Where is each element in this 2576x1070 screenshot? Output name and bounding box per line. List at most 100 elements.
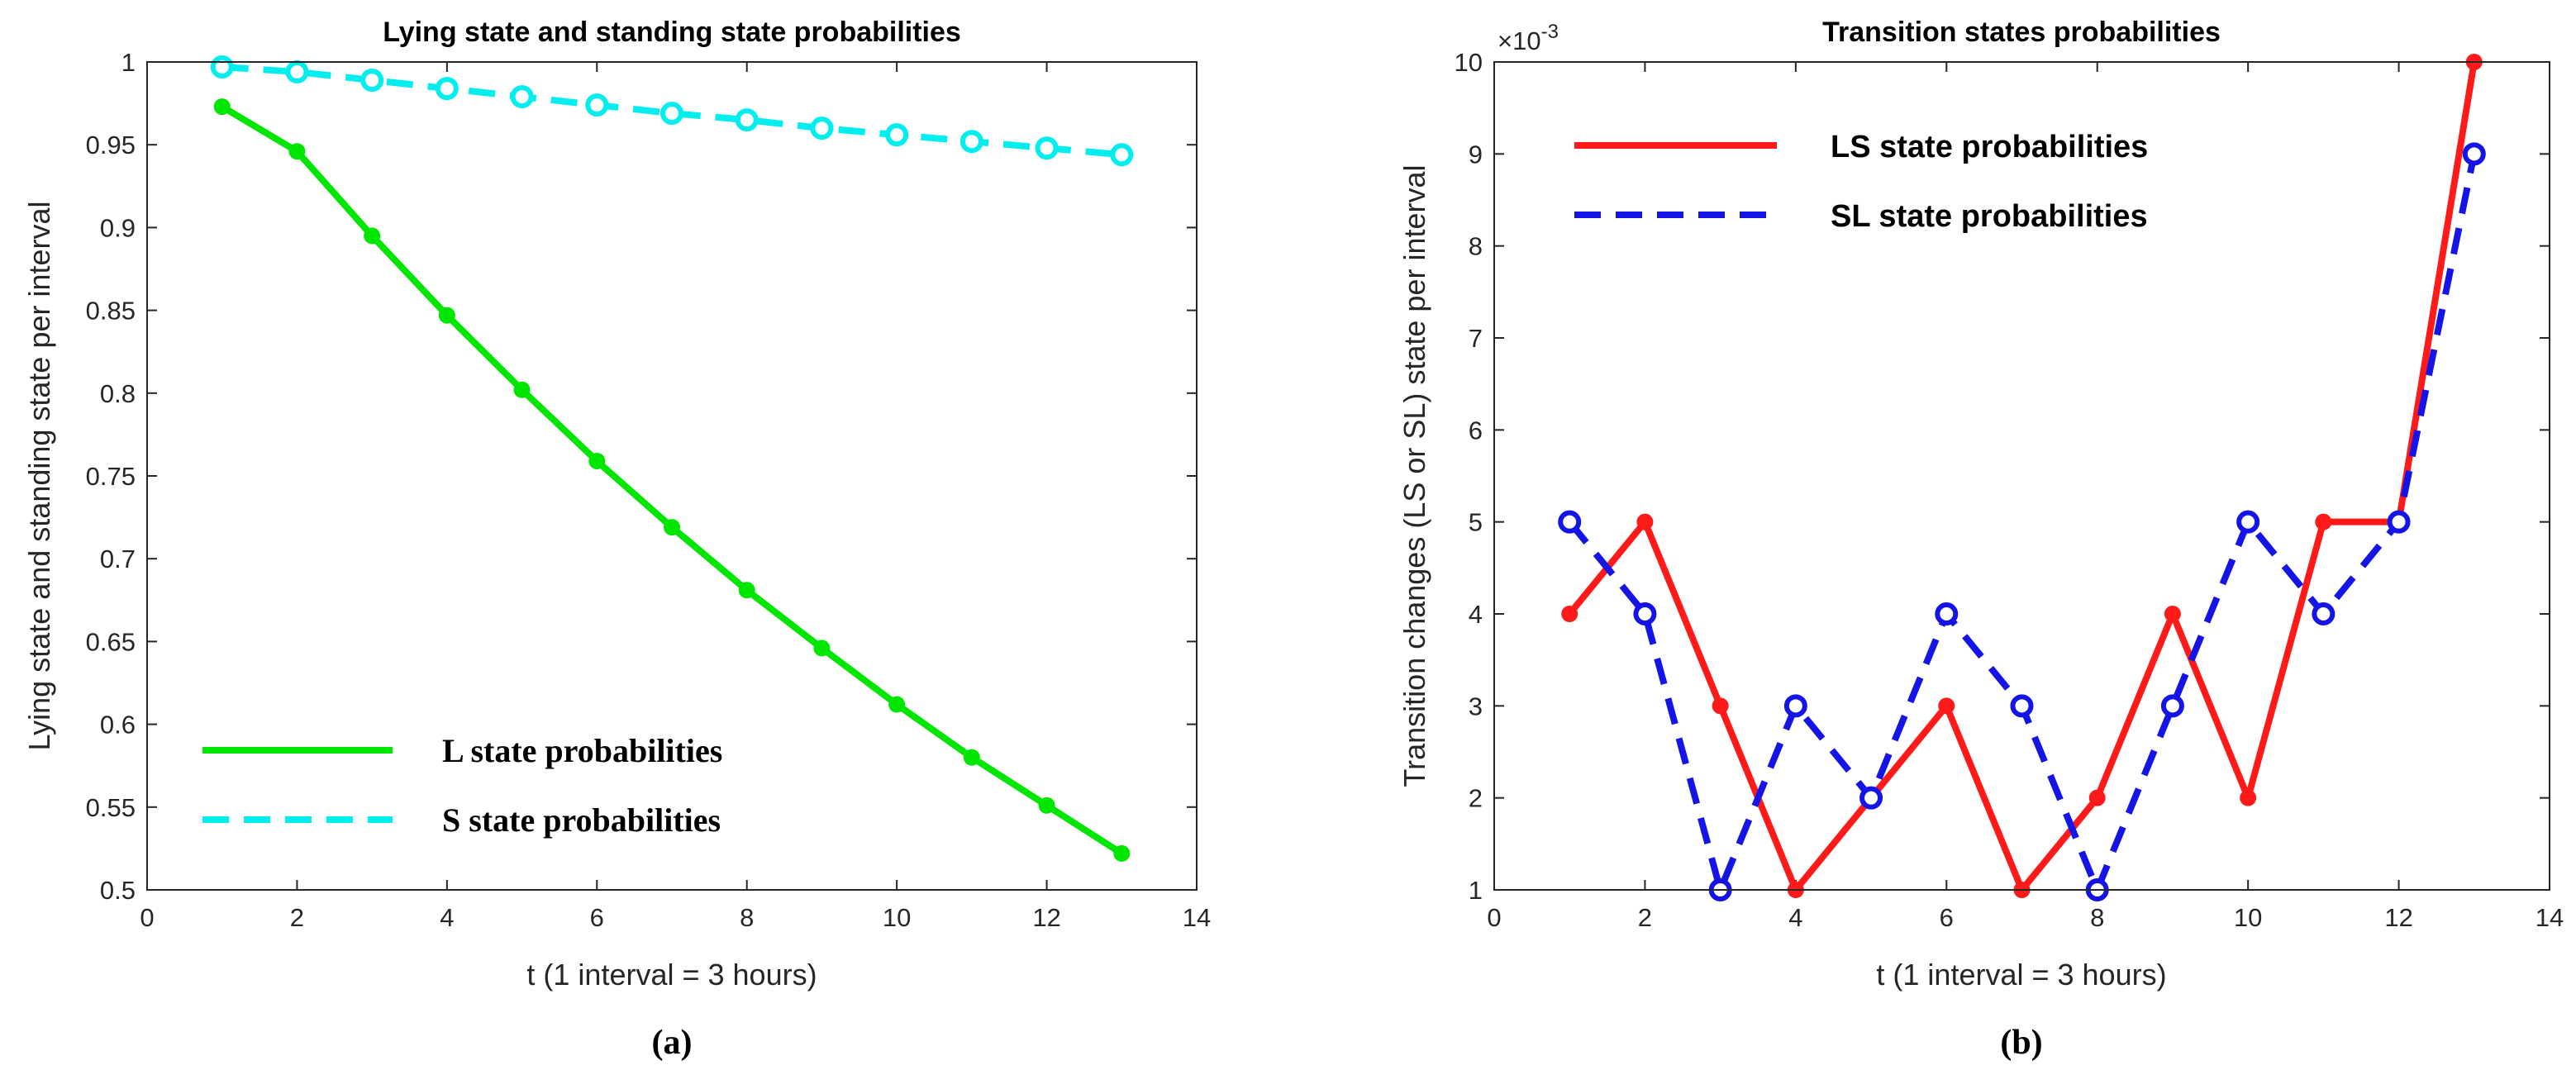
chart-b-y-scale-exponent: -3 xyxy=(1541,21,1559,43)
chart-a-series-2-point xyxy=(360,69,384,93)
chart-b-xtick-label: 0 xyxy=(1487,903,1501,932)
chart-a-series-1-point xyxy=(513,381,531,398)
chart-a-series-2-point xyxy=(510,85,534,109)
chart-a-series-2-point xyxy=(885,123,909,147)
chart-a-series-1-point xyxy=(738,582,755,599)
chart-b-title: Transition states probabilities xyxy=(1822,17,2221,48)
chart-a-series-1-point xyxy=(813,640,831,657)
chart-b-xtick-label: 4 xyxy=(1788,903,1802,932)
chart-b-legend-label-ls: LS state probabilities xyxy=(1831,130,2148,164)
chart-b-series-2-point xyxy=(2236,510,2260,534)
chart-b-series-1-point xyxy=(1636,513,1654,530)
chart-a-legend-label-l: L state probabilities xyxy=(442,732,722,769)
chart-a-series-1-point xyxy=(288,143,306,160)
chart-a-ytick-label: 0.9 xyxy=(100,213,136,242)
chart-b-series-2-point xyxy=(2312,602,2336,625)
chart-b-series-2-point xyxy=(2387,510,2411,534)
chart-b-legend-label-sl: SL state probabilities xyxy=(1831,199,2148,234)
chart-b-panel-label: (b) xyxy=(2000,1024,2042,1062)
chart-a-xtick-label: 4 xyxy=(440,903,454,932)
chart-b-series-2-point xyxy=(1859,786,1883,810)
chart-a-ytick-label: 1 xyxy=(121,48,136,77)
chart-b-xtick-label: 2 xyxy=(1638,903,1652,932)
chart-a-ytick-label: 0.85 xyxy=(86,297,136,326)
chart-a-series-1-point xyxy=(364,227,381,245)
chart-b-series-2-point xyxy=(2160,694,2184,718)
chart-a-xtick-label: 12 xyxy=(1032,903,1060,932)
chart-b-series-2-point xyxy=(1558,510,1582,534)
chart-a-series-2-point xyxy=(1110,143,1134,167)
chart-a-ytick-label: 0.6 xyxy=(100,711,136,739)
chart-a-series-2-point xyxy=(585,93,609,117)
chart-a-series-2-point xyxy=(210,55,234,79)
chart-b-series-1-point xyxy=(1561,606,1578,622)
chart-a-xtick-label: 8 xyxy=(740,903,754,932)
chart-a-xtick-label: 2 xyxy=(290,903,304,932)
chart-b-xtick-label: 8 xyxy=(2090,903,2104,932)
chart-b-series-1-point xyxy=(1712,697,1729,715)
chart-b-ytick-label: 4 xyxy=(1469,600,1483,629)
chart-a-ytick-label: 0.65 xyxy=(86,627,136,656)
chart-b-series-1-point xyxy=(2088,789,2106,806)
chart-b-ytick-label: 2 xyxy=(1469,784,1483,813)
chart-a-xtick-label: 6 xyxy=(590,903,604,932)
chart-a-series-1-point xyxy=(963,749,980,766)
chart-b-series-1-point xyxy=(2164,606,2181,622)
chart-b-series-1-point xyxy=(2315,513,2332,530)
chart-a-series-2-point xyxy=(959,130,983,154)
chart-a-xtick-label: 14 xyxy=(1183,903,1211,932)
chart-a-ytick-label: 0.55 xyxy=(86,793,136,822)
chart-a-xtick-label: 10 xyxy=(883,903,911,932)
chart-b-series-2-point xyxy=(1783,694,1807,718)
chart-a: 0 2 4 6 8 10 12 14 0.5 0.55 0.6 0.65 0.7 0.75 0.8 0.85 0… xyxy=(22,17,1211,1062)
chart-a-frame xyxy=(146,61,1198,891)
chart-a-title: Lying state and standing state probabili… xyxy=(383,17,961,48)
chart-b-series-2-point xyxy=(1633,602,1657,625)
chart-b-series-1-point xyxy=(1938,697,1955,715)
chart-a-panel-label: (a) xyxy=(652,1024,693,1062)
chart-a-series-2-point xyxy=(810,117,834,140)
chart-b-ytick-label: 5 xyxy=(1469,508,1483,537)
chart-b-y-scale-base: ×10 xyxy=(1498,26,1541,55)
chart-a-series-2-point xyxy=(660,102,683,126)
chart-a-series-1-point xyxy=(213,98,231,116)
chart-b-xlabel: t (1 interval = 3 hours) xyxy=(1876,958,2166,992)
chart-b-legend: LS state probabilities SL state probabil… xyxy=(1574,130,2148,234)
chart-a-xlabel: t (1 interval = 3 hours) xyxy=(526,958,817,992)
chart-b-series-1-point xyxy=(2240,789,2257,806)
chart-b-ytick-label: 8 xyxy=(1469,232,1483,261)
chart-a-ytick-label: 0.95 xyxy=(86,131,136,159)
chart-b-ytick-label: 10 xyxy=(1455,48,1483,77)
chart-b-xtick-label: 10 xyxy=(2234,903,2262,932)
chart-a-ylabel: Lying state and standing state per inter… xyxy=(22,201,56,750)
chart-b-y-scale-factor: ×10-3 xyxy=(1498,21,1559,55)
chart-b-series-2-point xyxy=(2462,142,2486,166)
chart-b-ytick-label: 9 xyxy=(1469,140,1483,169)
chart-a-legend-label-s: S state probabilities xyxy=(442,801,721,839)
chart-a-ticks: 0 2 4 6 8 10 12 14 0.5 0.55 0.6 0.65 0.7 0.75 0.8 0.85 0… xyxy=(86,48,1212,932)
chart-b-ytick-label: 6 xyxy=(1469,416,1483,445)
chart-a-series-1-point xyxy=(1038,797,1055,814)
chart-a-legend: L state probabilities S state probabilit… xyxy=(202,732,722,839)
chart-b-frame xyxy=(1493,61,2550,891)
chart-a-series-1-point xyxy=(438,307,455,324)
chart-a-ytick-label: 0.75 xyxy=(86,462,136,491)
chart-a-series-2-point xyxy=(435,77,459,101)
chart-a-series-1-point xyxy=(1113,844,1131,862)
chart-a-series-2-point xyxy=(285,60,309,84)
chart-a-series-1-point xyxy=(664,519,680,536)
chart-a-ytick-label: 0.8 xyxy=(100,379,136,408)
chart-b-series-2-point xyxy=(1935,602,1959,625)
chart-a-ytick-label: 0.7 xyxy=(100,545,136,573)
chart-b-plot-area xyxy=(1494,62,2550,890)
chart-b-xtick-label: 6 xyxy=(1940,903,1954,932)
chart-a-series-2-point xyxy=(1035,136,1059,160)
chart-b-xtick-label: 12 xyxy=(2384,903,2412,932)
chart-b-ytick-label: 1 xyxy=(1469,876,1483,905)
chart-b-ytick-label: 3 xyxy=(1469,692,1483,720)
chart-a-ytick-label: 0.5 xyxy=(100,876,136,905)
chart-a-series-1-point xyxy=(888,696,906,713)
